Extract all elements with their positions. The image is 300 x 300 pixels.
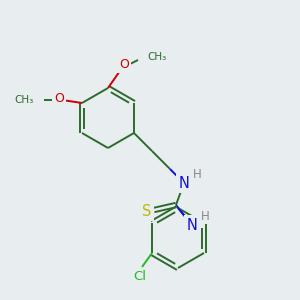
Text: N: N bbox=[187, 218, 197, 232]
Text: S: S bbox=[142, 203, 152, 218]
Text: H: H bbox=[193, 167, 201, 181]
Text: Cl: Cl bbox=[134, 271, 146, 284]
Text: H: H bbox=[201, 209, 209, 223]
Text: CH₃: CH₃ bbox=[147, 52, 166, 62]
Text: O: O bbox=[54, 92, 64, 106]
Text: O: O bbox=[119, 58, 129, 71]
Text: CH₃: CH₃ bbox=[15, 95, 34, 105]
Text: N: N bbox=[178, 176, 189, 190]
